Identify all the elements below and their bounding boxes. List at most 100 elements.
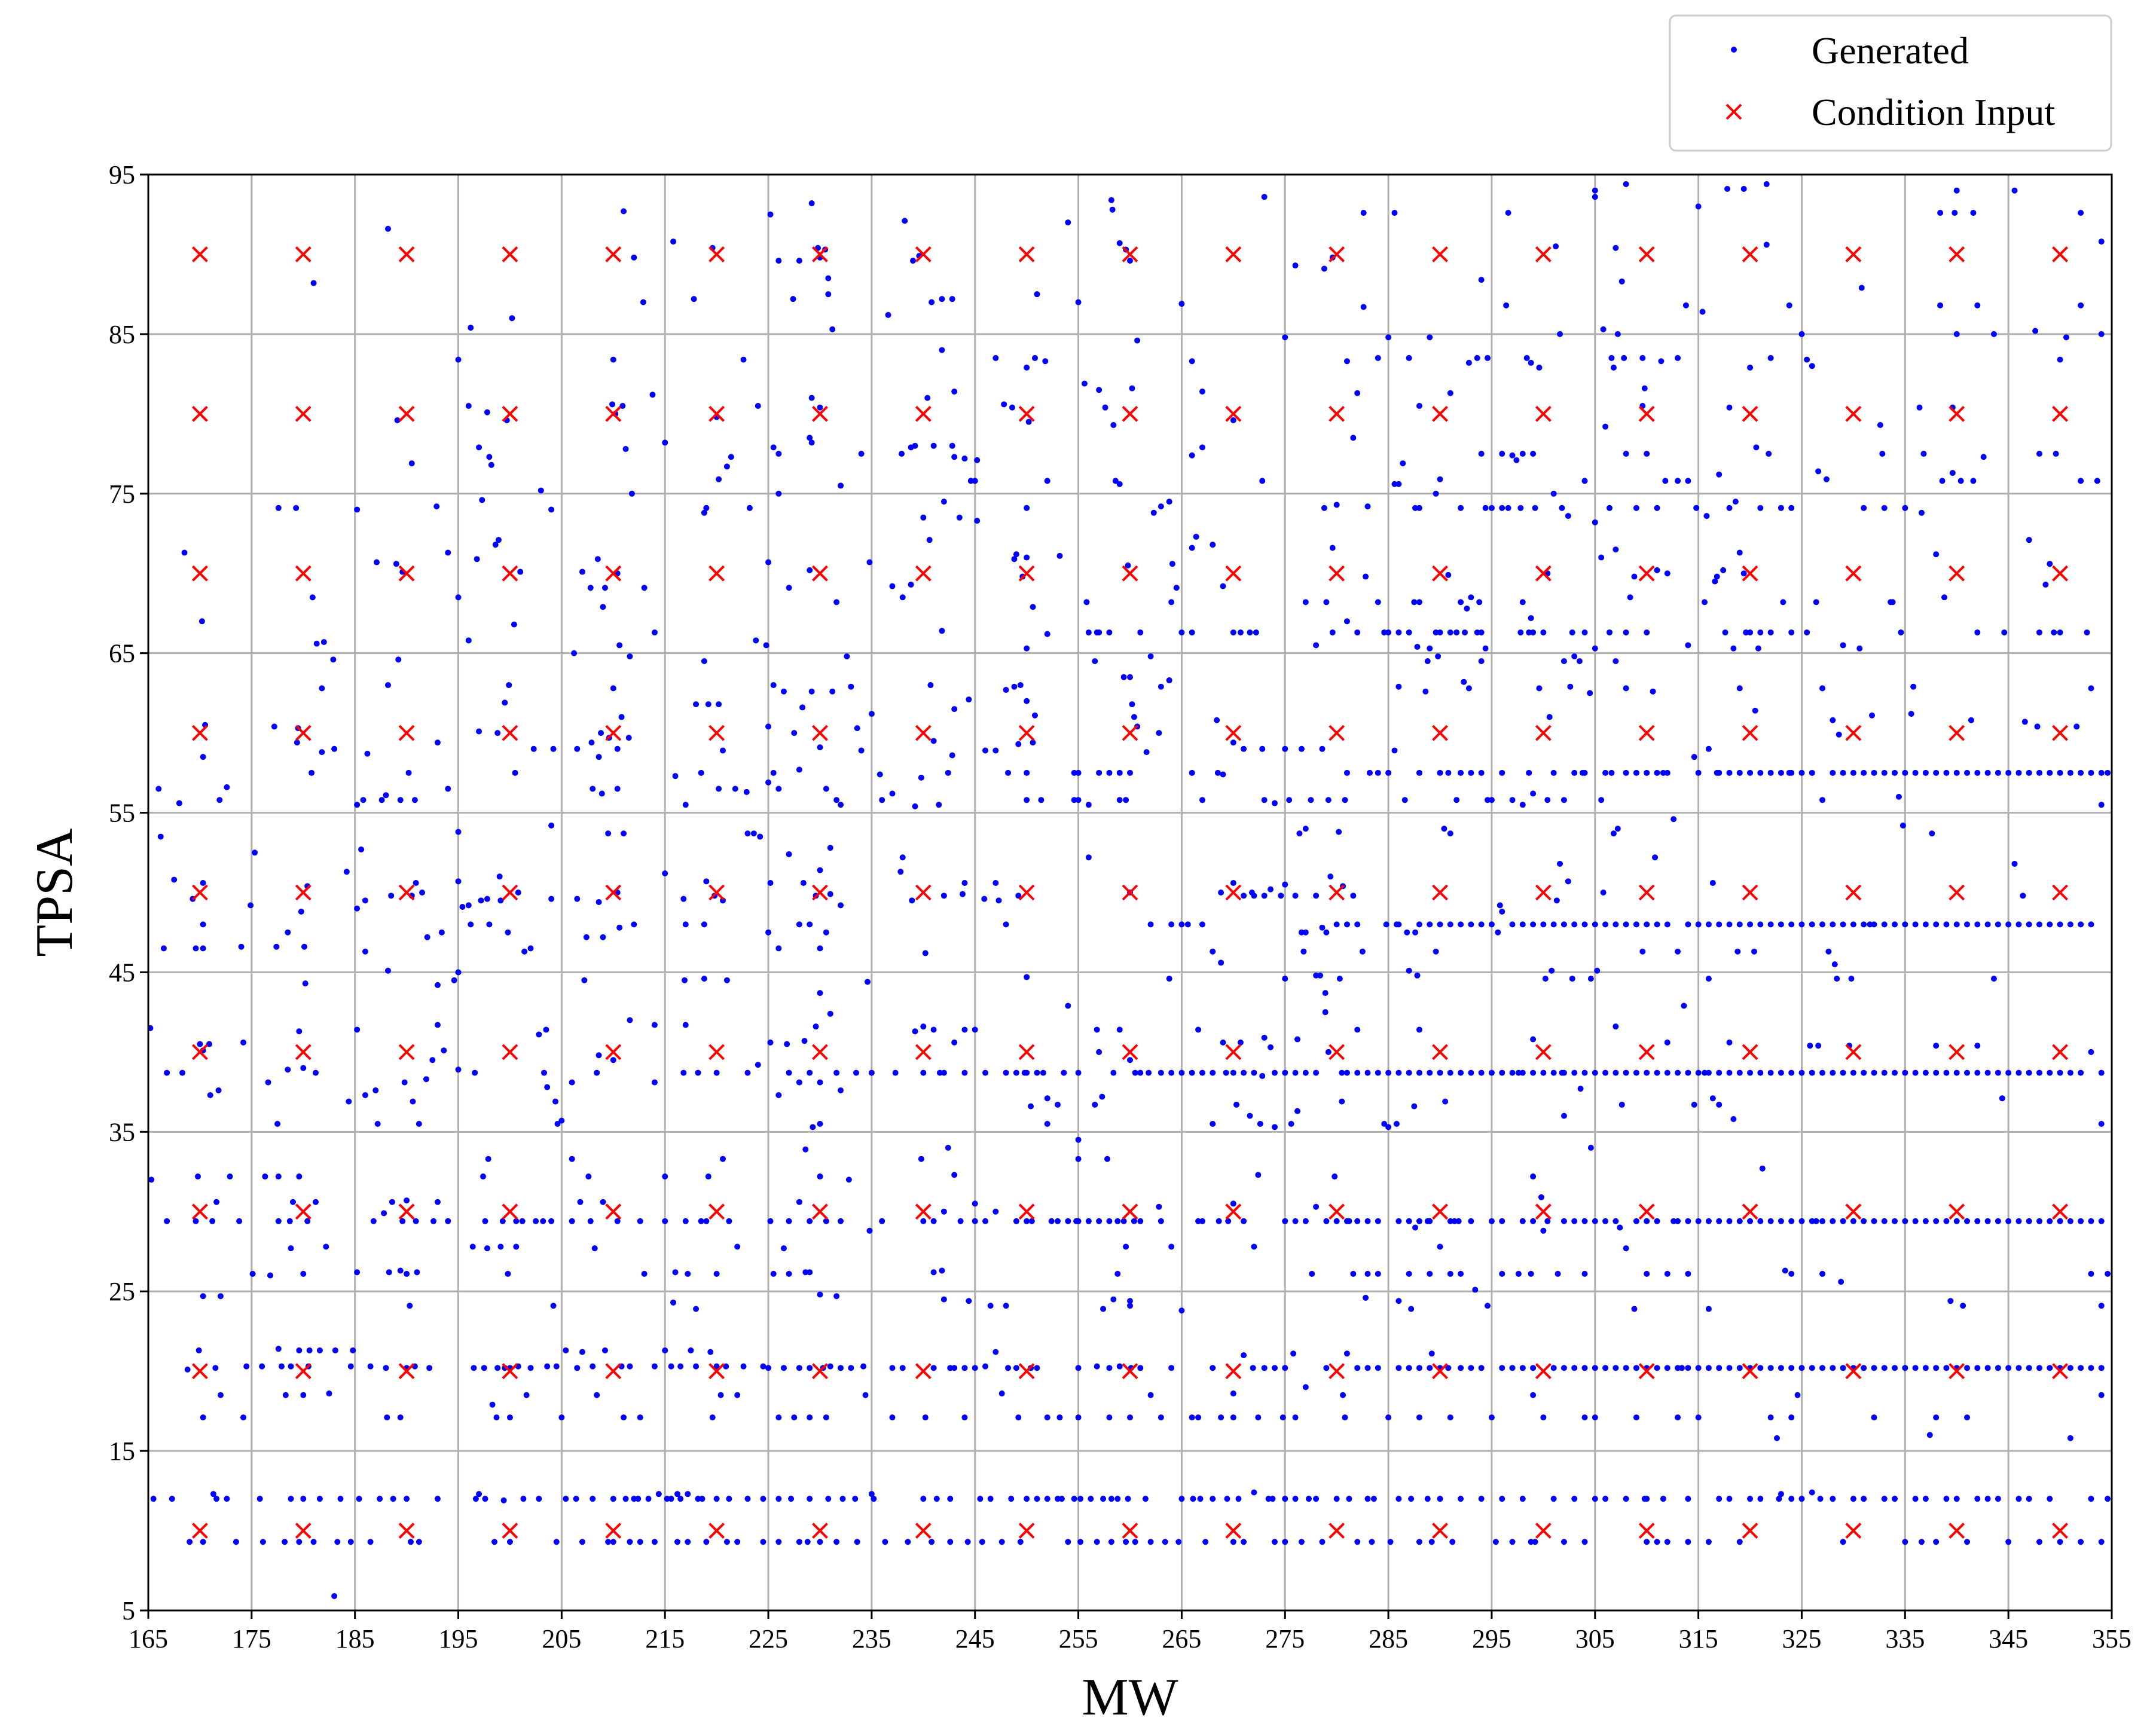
generated-point	[1519, 1365, 1526, 1371]
condition-input-point	[502, 405, 518, 422]
generated-point	[1354, 629, 1361, 635]
generated-point	[554, 1120, 561, 1127]
generated-point	[1953, 921, 1960, 928]
condition-input-point	[1949, 565, 1965, 582]
generated-point	[1850, 769, 1856, 776]
generated-point	[2105, 1496, 2111, 1502]
generated-point	[682, 921, 689, 928]
generated-point	[918, 774, 924, 781]
generated-point	[1003, 1069, 1009, 1076]
generated-point	[827, 1363, 833, 1370]
condition-input-point	[1638, 1523, 1655, 1539]
generated-point	[316, 1347, 323, 1353]
x-tick-label: 295	[1472, 1624, 1511, 1654]
generated-point	[1363, 1294, 1369, 1301]
generated-point	[897, 869, 904, 875]
generated-point	[1933, 1539, 1940, 1545]
generated-point	[579, 1349, 585, 1355]
generated-point	[530, 745, 537, 752]
generated-point	[2078, 478, 2084, 484]
generated-point	[1644, 1218, 1650, 1224]
generated-point	[354, 506, 361, 513]
generated-point	[1321, 265, 1327, 272]
generated-point	[1519, 599, 1526, 606]
generated-point	[1178, 629, 1185, 635]
generated-point	[1445, 1365, 1452, 1371]
generated-point	[587, 1218, 594, 1224]
generated-point	[2094, 478, 2100, 484]
generated-point	[160, 945, 167, 952]
generated-point	[207, 1092, 213, 1098]
generated-point	[2026, 1218, 2032, 1224]
generated-point	[899, 1365, 906, 1371]
generated-point	[1075, 1414, 1082, 1421]
generated-point	[1702, 1069, 1708, 1076]
generated-point	[1331, 1173, 1338, 1180]
generated-point	[1879, 451, 1886, 457]
condition-input-point	[812, 884, 828, 901]
generated-point	[1488, 1069, 1495, 1076]
condition-input-point	[1225, 1523, 1242, 1539]
generated-point	[1395, 921, 1402, 928]
generated-point	[1458, 599, 1464, 606]
generated-point	[770, 682, 777, 689]
generated-point	[845, 1176, 852, 1183]
generated-point	[296, 1539, 303, 1545]
generated-point	[829, 326, 836, 332]
generated-point	[949, 752, 955, 759]
generated-point	[728, 454, 734, 460]
generated-point	[1505, 505, 1511, 511]
generated-point	[1861, 1069, 1867, 1076]
generated-point	[1100, 1496, 1107, 1502]
condition-input-point	[1742, 725, 1758, 741]
generated-point	[1251, 893, 1257, 899]
condition-input-point	[708, 884, 725, 901]
generated-point	[1798, 1218, 1805, 1224]
generated-point	[2015, 1365, 2022, 1371]
generated-point	[685, 1270, 691, 1277]
condition-input-point	[915, 1523, 932, 1539]
generated-point	[1237, 1039, 1244, 1046]
generated-point	[1223, 1069, 1229, 1076]
generated-point	[662, 1218, 668, 1224]
generated-point	[1602, 1069, 1609, 1076]
generated-point	[1108, 1496, 1114, 1502]
generated-point	[354, 905, 361, 912]
generated-point	[1077, 1539, 1084, 1545]
generated-point	[200, 1539, 206, 1545]
generated-point	[1302, 1384, 1309, 1390]
generated-point	[383, 1365, 389, 1371]
generated-point	[1488, 797, 1495, 803]
generated-point	[1509, 1539, 1516, 1545]
generated-point	[1999, 1095, 2005, 1102]
generated-point	[527, 945, 534, 952]
generated-point	[407, 1303, 413, 1309]
condition-input-point	[605, 246, 622, 262]
generated-point	[455, 1066, 462, 1073]
generated-point	[908, 581, 914, 588]
generated-point	[1028, 1103, 1034, 1110]
generated-point	[889, 1414, 896, 1421]
generated-point	[1685, 642, 1691, 649]
generated-point	[838, 902, 844, 909]
generated-point	[1395, 1069, 1402, 1076]
generated-point	[1943, 1218, 1950, 1224]
condition-input-point	[502, 1203, 518, 1220]
generated-point	[1592, 1365, 1598, 1371]
generated-point	[1740, 186, 1747, 192]
generated-point	[1364, 1496, 1371, 1502]
generated-point	[176, 800, 182, 806]
generated-point	[240, 1414, 247, 1421]
generated-point	[1592, 1069, 1598, 1076]
generated-point	[810, 1124, 816, 1130]
generated-point	[791, 1414, 798, 1421]
generated-point	[1530, 1173, 1537, 1180]
condition-input-point	[1535, 1523, 1552, 1539]
generated-point	[1416, 1414, 1422, 1421]
generated-point	[600, 1199, 606, 1205]
generated-point	[1406, 1069, 1412, 1076]
generated-point	[1406, 1218, 1412, 1224]
generated-point	[1137, 1069, 1144, 1076]
generated-point	[920, 514, 927, 521]
generated-point	[1830, 1218, 1836, 1224]
